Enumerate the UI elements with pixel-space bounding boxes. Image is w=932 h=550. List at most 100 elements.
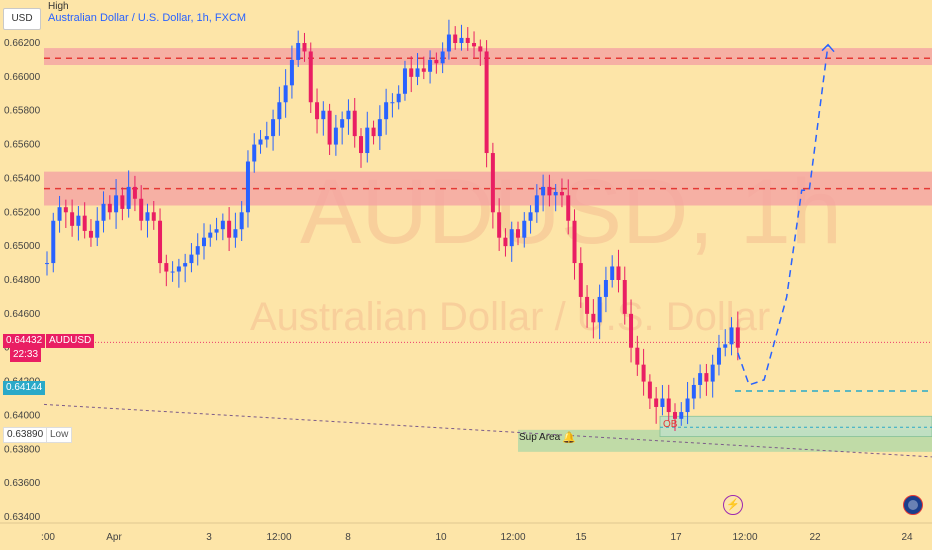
order-block-label: OB bbox=[663, 419, 678, 430]
ohlc-label: High bbox=[48, 1, 69, 12]
candle-body bbox=[101, 203, 106, 221]
candle-body bbox=[82, 215, 87, 231]
candle-body bbox=[647, 381, 652, 399]
candle-body bbox=[603, 280, 608, 297]
x-tick-label: 12:00 bbox=[266, 532, 291, 543]
flash-icon[interactable]: ⚡ bbox=[723, 495, 743, 515]
x-tick-label: 17 bbox=[670, 532, 682, 543]
candle-body bbox=[484, 51, 489, 154]
candle-body bbox=[635, 347, 640, 365]
candle-body bbox=[315, 102, 320, 120]
candle-body bbox=[509, 229, 514, 247]
candle-body bbox=[245, 161, 250, 213]
candle-body bbox=[396, 93, 401, 103]
candle-body bbox=[277, 102, 282, 120]
candle-body bbox=[384, 102, 389, 120]
x-tick-label: 22 bbox=[809, 532, 821, 543]
low-label: Low bbox=[46, 427, 73, 443]
candle-body bbox=[346, 110, 351, 120]
candle-body bbox=[340, 119, 345, 128]
candle-body bbox=[572, 220, 577, 264]
candle-body bbox=[710, 364, 715, 382]
candle-body bbox=[559, 191, 564, 196]
candle-body bbox=[723, 344, 728, 348]
candle-body bbox=[264, 136, 269, 140]
bell-icon[interactable]: 🔔 bbox=[562, 432, 576, 444]
candle-body bbox=[528, 212, 533, 221]
bar-countdown: 22:33 bbox=[10, 348, 42, 362]
y-tick-label: 0.63800 bbox=[4, 444, 41, 455]
y-tick-label: 0.65000 bbox=[4, 241, 41, 252]
candle-body bbox=[390, 102, 395, 104]
chart-title: Australian Dollar / U.S. Dollar, 1h, FXC… bbox=[48, 12, 247, 24]
low-price-tag: 0.63890 bbox=[3, 427, 48, 443]
currency-selector[interactable]: USD bbox=[3, 8, 41, 30]
candle-body bbox=[51, 220, 56, 264]
candle-body bbox=[371, 127, 376, 137]
candle-body bbox=[164, 263, 169, 272]
projection-arrowhead bbox=[821, 43, 835, 53]
candle-body bbox=[553, 191, 558, 196]
candle-body bbox=[735, 327, 740, 348]
candle-body bbox=[578, 263, 583, 297]
candle-body bbox=[716, 347, 721, 365]
candle-body bbox=[365, 127, 370, 154]
candle-body bbox=[170, 271, 175, 273]
candle-body bbox=[126, 186, 131, 209]
x-tick-label: 3 bbox=[206, 532, 212, 543]
y-tick-label: 0.66200 bbox=[4, 38, 41, 49]
candle-body bbox=[541, 186, 546, 196]
x-tick-label: 12:00 bbox=[500, 532, 525, 543]
candle-body bbox=[465, 37, 470, 43]
candle-body bbox=[158, 220, 163, 264]
candle-body bbox=[490, 153, 495, 213]
candle-body bbox=[57, 207, 62, 221]
candle-body bbox=[729, 327, 734, 345]
candle-body bbox=[88, 230, 93, 238]
y-tick-label: 0.66000 bbox=[4, 72, 41, 83]
candle-body bbox=[434, 59, 439, 64]
level-price-tag: 0.64144 bbox=[3, 381, 46, 395]
candle-body bbox=[428, 59, 433, 72]
candle-body bbox=[296, 43, 301, 60]
candle-body bbox=[321, 110, 326, 120]
candle-body bbox=[446, 34, 451, 52]
candle-body bbox=[70, 212, 75, 226]
candle-body bbox=[402, 68, 407, 94]
candle-body bbox=[616, 266, 621, 280]
candle-body bbox=[208, 232, 213, 238]
y-tick-label: 0.65400 bbox=[4, 173, 41, 184]
candle-body bbox=[239, 212, 244, 230]
x-tick-label: :00 bbox=[41, 532, 55, 543]
candle-body bbox=[503, 237, 508, 247]
candle-body bbox=[610, 266, 615, 280]
candle-body bbox=[63, 207, 68, 213]
candle-body bbox=[233, 229, 238, 238]
candle-body bbox=[377, 119, 382, 137]
candle-body bbox=[189, 254, 194, 264]
y-tick-label: 0.64800 bbox=[4, 275, 41, 286]
candle-body bbox=[459, 37, 464, 43]
candle-body bbox=[145, 212, 150, 221]
candle-body bbox=[654, 398, 659, 407]
candle-body bbox=[691, 384, 696, 399]
candle-body bbox=[308, 51, 313, 103]
y-tick-label: 0.63600 bbox=[4, 478, 41, 489]
candle-body bbox=[409, 68, 414, 77]
candle-body bbox=[415, 68, 420, 77]
candle-body bbox=[107, 203, 112, 213]
candle-body bbox=[453, 34, 458, 43]
candle-body bbox=[327, 110, 332, 145]
y-tick-label: 0.63400 bbox=[4, 512, 41, 523]
candle-body bbox=[629, 313, 634, 348]
candle-body bbox=[421, 68, 426, 72]
candle-body bbox=[497, 212, 502, 238]
candle-body bbox=[698, 373, 703, 385]
candle-body bbox=[139, 198, 144, 221]
australia-flag-icon[interactable] bbox=[903, 495, 923, 515]
candle-body bbox=[352, 110, 357, 137]
candle-body bbox=[566, 195, 571, 221]
candle-body bbox=[333, 127, 338, 145]
